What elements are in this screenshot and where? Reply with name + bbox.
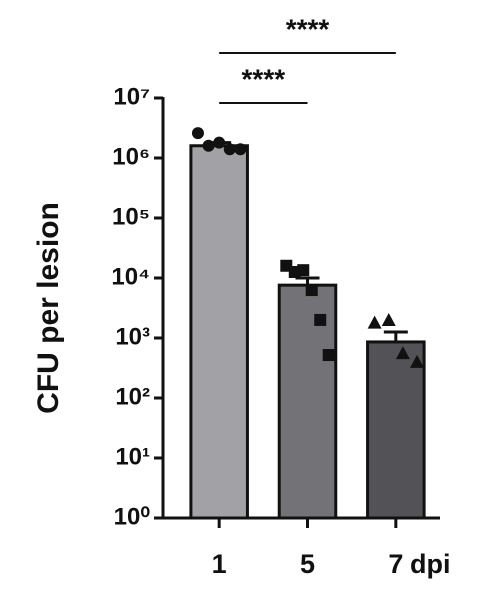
significance-label: **** [286, 13, 330, 44]
data-point [395, 346, 410, 360]
y-axis-label: CFU per lesion [32, 202, 65, 414]
y-tick-label: 10⁶ [112, 143, 150, 170]
x-tick-label: 5 [300, 549, 315, 579]
x-axis-label: dpi [410, 549, 451, 579]
bar [366, 340, 426, 520]
y-tick-label: 10⁰ [114, 503, 151, 530]
y-tick-label: 10⁷ [113, 83, 150, 110]
y-tick-label: 10¹ [115, 443, 150, 470]
data-point [213, 136, 226, 149]
significance-label: **** [242, 63, 286, 94]
data-point [381, 312, 396, 326]
data-point [314, 313, 327, 326]
bar [189, 144, 249, 520]
bar [277, 283, 338, 520]
data-point [202, 139, 215, 152]
data-point [234, 143, 247, 156]
data-point [410, 354, 425, 368]
x-tick-label: 1 [212, 549, 227, 579]
y-tick-label: 10⁴ [111, 263, 150, 290]
y-tick-label: 10² [115, 383, 150, 410]
data-point [223, 143, 236, 156]
data-point [297, 264, 310, 277]
data-point [191, 127, 204, 140]
y-tick-label: 10³ [115, 323, 150, 350]
data-point [322, 349, 335, 362]
y-tick-label: 10⁵ [112, 203, 150, 230]
data-point [305, 284, 318, 297]
x-tick-label: 7 [388, 549, 403, 579]
data-point [367, 315, 382, 329]
